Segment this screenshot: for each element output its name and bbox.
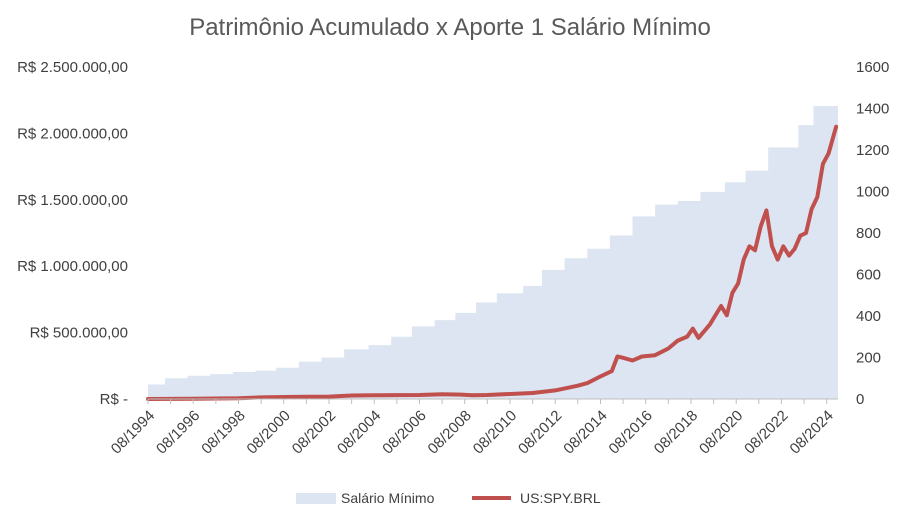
left-y-axis: R$ - R$ 500.000,00 R$ 1.000.000,00 R$ 1.500… — [17, 59, 128, 408]
right-y-tick-label: 200 — [856, 350, 881, 367]
x-tick-label: 08/1994 — [108, 407, 158, 457]
spy-brl-point — [822, 163, 824, 165]
right-y-tick-label: 600 — [856, 267, 881, 284]
spy-brl-point — [799, 235, 801, 237]
spy-brl-point — [396, 394, 398, 396]
spy-brl-point — [748, 245, 750, 247]
x-tick-label: 08/2022 — [741, 407, 791, 457]
salario-minimo-area — [148, 106, 838, 399]
x-tick-label: 08/2004 — [334, 407, 384, 457]
spy-brl-point — [611, 370, 613, 372]
x-tick-label: 08/2024 — [787, 407, 837, 457]
right-y-tick-label: 0 — [856, 391, 864, 408]
legend-spy-brl-label: US:SPY.BRL — [520, 490, 601, 506]
x-tick-label: 08/2016 — [606, 407, 656, 457]
spy-brl-point — [351, 395, 353, 396]
x-tick-label: 08/2006 — [379, 407, 429, 457]
spy-brl-point — [765, 209, 767, 211]
spy-brl-point — [782, 245, 784, 247]
spy-brl-point — [509, 393, 511, 395]
salario-minimo-area-layer — [148, 106, 838, 399]
spy-brl-point — [811, 208, 813, 210]
spy-brl-point — [577, 385, 579, 387]
spy-brl-point — [686, 336, 688, 338]
x-tick-label: 08/2008 — [425, 407, 475, 457]
spy-brl-point — [754, 249, 756, 251]
x-tick-label: 08/2014 — [560, 407, 610, 457]
spy-brl-point — [743, 259, 745, 261]
spy-brl-point — [632, 360, 633, 361]
x-tick-label: 08/2020 — [696, 407, 746, 457]
right-y-axis: 0 200 400 600 800 1000 1200 1400 1600 — [856, 59, 889, 408]
spy-brl-point — [441, 393, 443, 395]
spy-brl-point — [600, 375, 601, 377]
spy-brl-point — [835, 126, 837, 128]
spy-brl-point — [720, 305, 722, 307]
spy-brl-point — [616, 356, 618, 357]
spy-brl-point — [373, 394, 375, 396]
spy-brl-point — [305, 396, 307, 398]
left-y-tick-label: R$ 1.500.000,00 — [17, 192, 128, 209]
right-y-tick-label: 1000 — [856, 184, 889, 201]
spy-brl-point — [709, 324, 711, 326]
spy-brl-point — [777, 259, 779, 261]
spy-brl-point — [471, 394, 473, 396]
x-tick-label: 08/2002 — [289, 407, 339, 457]
spy-brl-point — [328, 396, 330, 398]
spy-brl-point — [532, 392, 534, 394]
spy-brl-point — [586, 382, 588, 384]
spy-brl-point — [667, 348, 669, 349]
x-tick-label: 08/2012 — [515, 407, 565, 457]
right-y-tick-label: 1200 — [856, 142, 889, 159]
spy-brl-point — [737, 283, 739, 284]
spy-brl-point — [726, 314, 728, 316]
x-tick-label: 08/2018 — [651, 407, 701, 457]
legend: Salário Mínimo US:SPY.BRL — [296, 490, 601, 506]
spy-brl-point — [771, 245, 773, 247]
chart-title: Patrimônio Acumulado x Aporte 1 Salário … — [189, 14, 711, 41]
spy-brl-point — [283, 396, 285, 398]
spy-brl-point — [816, 196, 818, 198]
spy-brl-point — [622, 357, 624, 359]
legend-salario-minimo-patch — [296, 493, 336, 504]
spy-brl-point — [641, 356, 643, 357]
left-y-tick-label: R$ 2.000.000,00 — [17, 125, 128, 142]
left-y-tick-label: R$ 2.500.000,00 — [17, 59, 128, 76]
left-y-tick-label: R$ 1.000.000,00 — [17, 258, 128, 275]
spy-brl-point — [833, 132, 835, 134]
x-tick-label: 08/2010 — [470, 407, 520, 457]
spy-brl-point — [677, 340, 679, 342]
left-y-tick-label: R$ 500.000,00 — [30, 325, 128, 342]
spy-brl-point — [788, 255, 790, 257]
spy-brl-point — [460, 394, 462, 396]
spy-brl-point — [260, 396, 262, 398]
x-tick-label: 08/1998 — [198, 407, 248, 457]
spy-brl-point — [805, 232, 807, 234]
spy-brl-point — [760, 225, 762, 227]
spy-brl-point — [419, 394, 420, 396]
spy-brl-line-layer — [146, 124, 839, 401]
right-y-tick-label: 1400 — [856, 101, 889, 118]
spy-brl-point — [554, 389, 556, 391]
spy-brl-point — [698, 337, 699, 339]
spy-brl-point — [692, 328, 694, 330]
spy-brl-point — [654, 354, 656, 356]
spy-brl-point — [828, 152, 830, 154]
legend-salario-minimo-label: Salário Mínimo — [341, 490, 435, 506]
spy-brl-point — [794, 248, 796, 250]
left-y-tick-label: R$ - — [100, 391, 128, 408]
spy-brl-point — [731, 292, 733, 294]
x-axis: 08/199408/199608/199808/200008/200208/20… — [108, 398, 838, 458]
x-tick-label: 08/1996 — [153, 407, 203, 457]
x-tick-label: 08/2000 — [244, 407, 294, 457]
spy-brl-point — [486, 394, 488, 396]
right-y-tick-label: 1600 — [856, 59, 889, 76]
right-y-tick-label: 400 — [856, 308, 881, 325]
right-y-tick-label: 800 — [856, 225, 881, 242]
